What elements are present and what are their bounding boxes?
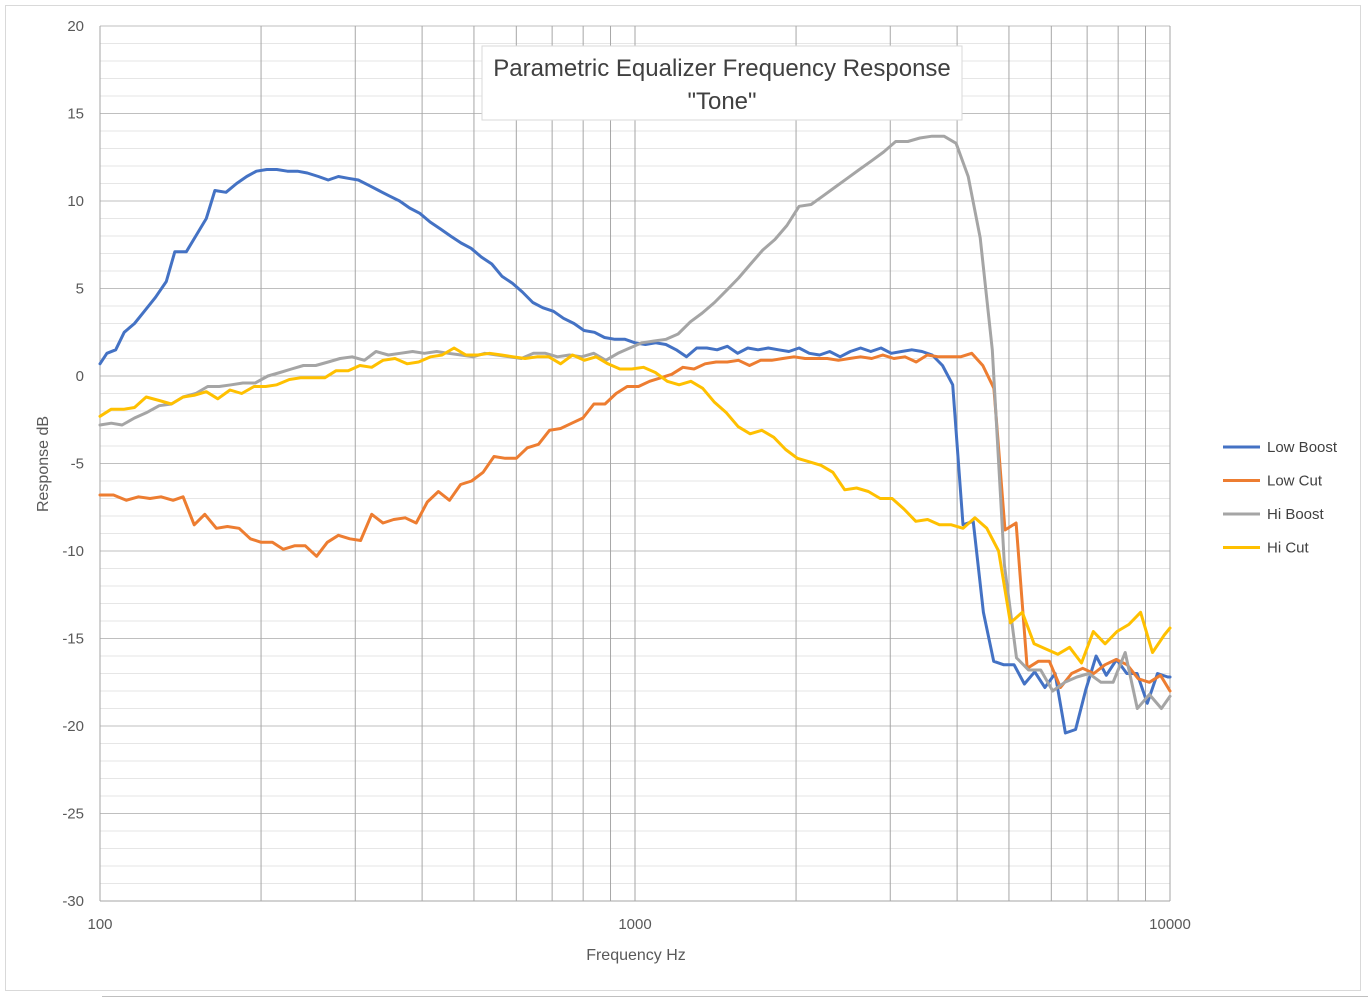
- grid-lines: [99, 25, 1171, 902]
- legend-label-hi-boost: Hi Boost: [1267, 506, 1325, 523]
- legend-label-hi-cut: Hi Cut: [1267, 540, 1310, 557]
- y-tick-label: 10: [67, 193, 84, 210]
- x-tick-label: 100: [87, 916, 112, 933]
- y-axis-title: Response dB: [35, 416, 52, 512]
- y-tick-label: -30: [62, 893, 84, 910]
- y-tick-label: -5: [71, 456, 84, 473]
- legend-label-low-cut: Low Cut: [1267, 473, 1323, 490]
- legend: Low Boost Low Cut Hi Boost Hi Cut: [1223, 439, 1338, 557]
- chart-subtitle: "Tone": [687, 88, 756, 115]
- title-background: [481, 45, 963, 121]
- y-tick-label: 5: [76, 281, 84, 298]
- y-tick-label: 20: [67, 18, 84, 35]
- chart-title-box: Parametric Equalizer Frequency Response …: [481, 45, 963, 121]
- y-tick-label: -15: [62, 631, 84, 648]
- legend-label-low-boost: Low Boost: [1267, 439, 1338, 456]
- series-line-hi-boost: [98, 134, 1172, 710]
- y-tick-label: 0: [76, 368, 84, 385]
- series-lines: [98, 134, 1172, 735]
- chart-title: Parametric Equalizer Frequency Response: [493, 55, 951, 82]
- x-tick-label: 1000: [618, 916, 651, 933]
- y-tick-label: -10: [62, 543, 84, 560]
- series-line-hi-cut: [98, 346, 1172, 665]
- y-tick-label: 15: [67, 106, 84, 123]
- x-tick-label: 10000: [1149, 916, 1191, 933]
- bottom-rule: [102, 996, 1368, 997]
- y-tick-label: -20: [62, 718, 84, 735]
- series-line-low-boost: [98, 168, 1172, 735]
- x-axis-title: Frequency Hz: [586, 947, 686, 964]
- y-tick-label: -25: [62, 806, 84, 823]
